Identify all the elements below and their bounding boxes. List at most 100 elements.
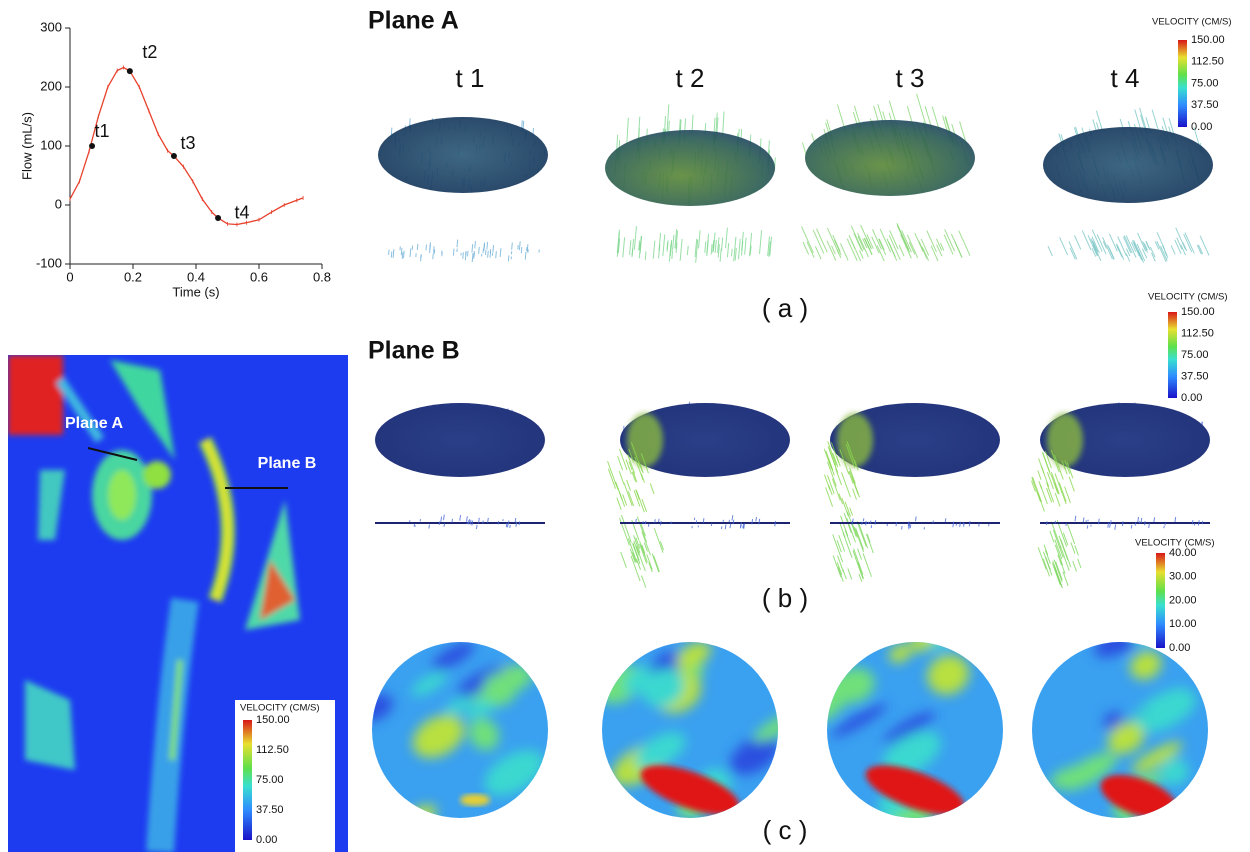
vector [1124, 235, 1132, 253]
vector [687, 246, 688, 255]
vector [915, 517, 916, 522]
vector [745, 238, 747, 255]
vector [496, 251, 497, 258]
vector [636, 519, 637, 523]
velocity-map [783, 614, 1005, 842]
vector [401, 248, 402, 255]
map-fill [354, 637, 551, 835]
vector [833, 556, 841, 578]
vector [1171, 245, 1175, 254]
vector [1200, 236, 1209, 256]
vector [732, 515, 733, 520]
vector [663, 234, 665, 256]
vector [726, 228, 728, 249]
colorbar-tick-label: 20.00 [1169, 594, 1197, 606]
vector [1073, 561, 1077, 571]
vector [1154, 517, 1155, 522]
vector [468, 251, 469, 257]
vector [1138, 517, 1139, 522]
vector [1111, 520, 1112, 524]
time-label: t 2 [676, 63, 705, 93]
vector [393, 249, 394, 258]
colorbar [1168, 312, 1177, 398]
vector [910, 525, 911, 528]
vector [661, 521, 662, 525]
jet-region [1047, 413, 1083, 467]
time-point [127, 68, 133, 74]
vector [908, 521, 909, 526]
vector [705, 241, 706, 252]
time-label: t 1 [456, 63, 485, 93]
cross-section [805, 120, 975, 196]
vector [1149, 523, 1150, 528]
vector [617, 498, 621, 510]
velocity-map [354, 637, 551, 835]
vector [655, 519, 656, 523]
vector [711, 244, 712, 254]
vector [899, 245, 904, 256]
cross-section [605, 130, 775, 206]
mri-label: Plane B [258, 455, 317, 472]
vector [484, 244, 485, 251]
vector [727, 243, 728, 257]
colorbar-tick-label: 75.00 [1191, 77, 1219, 89]
x-tick-label: 0.8 [313, 269, 331, 284]
vector [1069, 241, 1077, 259]
y-tick-label: 0 [55, 196, 62, 211]
vector [417, 244, 418, 250]
vector [672, 251, 673, 259]
vector [617, 135, 618, 150]
panel-label: ( c ) [763, 815, 808, 845]
vector [1050, 531, 1054, 542]
vector [1074, 235, 1080, 249]
vector [959, 231, 970, 256]
vector [621, 552, 627, 568]
vector [756, 517, 757, 521]
cross-section [375, 403, 545, 477]
colorbar-tick-label: 150.00 [1191, 34, 1225, 46]
vector [856, 529, 863, 550]
vector [1115, 524, 1116, 529]
vector [608, 469, 615, 489]
vector [426, 245, 427, 251]
vector [725, 524, 726, 529]
vector [1039, 459, 1044, 474]
vector [1152, 110, 1158, 130]
vector [896, 522, 897, 526]
colorbar [1156, 553, 1165, 648]
vector [836, 469, 842, 486]
vector [391, 251, 392, 257]
vector [858, 549, 862, 560]
colorbar-tick-label: 112.50 [1181, 327, 1214, 339]
vector [512, 242, 513, 249]
vector [845, 530, 850, 545]
vector [775, 521, 776, 526]
vector [1033, 477, 1042, 502]
vector [915, 233, 923, 251]
vector [444, 515, 445, 521]
vector [652, 553, 659, 572]
vector [493, 245, 494, 252]
vector [623, 237, 625, 257]
vector [1044, 545, 1048, 555]
vector [927, 231, 937, 253]
vector [872, 229, 881, 249]
y-tick-label: 300 [40, 19, 62, 34]
vector [506, 523, 507, 527]
panel-label: ( b ) [762, 583, 808, 613]
vector [632, 239, 634, 257]
vector [472, 253, 473, 262]
vector [902, 526, 903, 529]
vector [402, 252, 403, 259]
vector [642, 576, 646, 588]
colorbar [243, 720, 252, 840]
vector [645, 521, 646, 524]
vector [1108, 245, 1115, 260]
vector [714, 240, 715, 248]
vector [650, 483, 654, 494]
vector [879, 239, 886, 255]
vector [1198, 520, 1199, 525]
vector [470, 520, 471, 525]
colorbar-tick-label: 10.00 [1169, 618, 1197, 630]
vector [1096, 111, 1102, 132]
